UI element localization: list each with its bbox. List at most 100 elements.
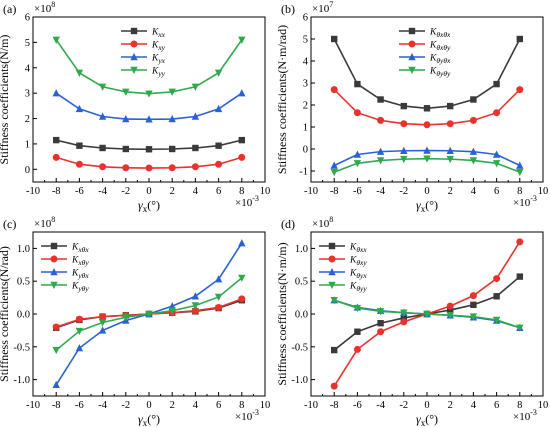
x-tick-label: -6: [353, 400, 362, 411]
data-point: [377, 319, 384, 327]
x-axis-label: γx(°): [138, 198, 160, 214]
legend-marker: [328, 255, 336, 263]
x-tick-label: 4: [471, 400, 477, 411]
series-3: [330, 155, 524, 177]
chart-panel-1: -10 -8 -6 -4 -2 0 2 4 6 8 10 0 1 2 3 4 5 6 (a) ×108 ×10-3 Sti…: [0, 0, 270, 214]
x-tick-label: -8: [330, 186, 339, 197]
y-tick-label: 1: [303, 123, 308, 134]
y-exponent-label: ×107: [312, 0, 333, 15]
x-tick-label: -6: [353, 186, 362, 197]
legend-label: Kθxθx: [429, 28, 451, 40]
x-tick-label: 10: [260, 186, 271, 197]
x-tick-label: -6: [75, 186, 84, 197]
data-point: [446, 146, 454, 154]
series-3: [330, 297, 524, 332]
data-point: [423, 155, 431, 163]
data-point: [331, 35, 338, 43]
data-point: [353, 109, 361, 117]
data-point: [400, 102, 407, 110]
legend-label: Kθyx: [349, 269, 367, 281]
data-point: [353, 304, 362, 313]
y-tick-label: 3: [25, 89, 30, 100]
y-tick-label: 0: [25, 165, 30, 176]
x-tick-label: -4: [98, 400, 107, 411]
series-0: [53, 136, 245, 153]
series-1: [52, 153, 246, 172]
x-tick-label: 8: [517, 186, 522, 197]
data-point: [238, 153, 246, 161]
legend-label: Kxy: [151, 41, 166, 53]
legend-label: Kθxθy: [429, 41, 451, 53]
data-point: [52, 36, 60, 44]
x-exponent-label: ×10-3: [513, 408, 537, 423]
legend-label: Kθyθy: [429, 67, 451, 79]
data-point: [145, 90, 153, 98]
data-point: [168, 307, 176, 315]
x-axis-label: γx(°): [416, 412, 438, 427]
data-point: [493, 109, 501, 117]
data-point: [98, 326, 107, 334]
data-point: [516, 273, 523, 280]
chart-panel-3: -10 -8 -6 -4 -2 0 2 4 6 8 10 -1.0 -0.5 0.0 0.5 1.0 (c) ×1…: [0, 215, 270, 427]
x-axis-label: γx(°): [138, 412, 160, 427]
x-tick-label: 2: [448, 186, 453, 197]
x-tick-label: 8: [517, 400, 522, 411]
x-tick-label: 2: [170, 186, 175, 197]
data-point: [469, 313, 478, 321]
data-point: [447, 102, 454, 110]
y-tick-label: 2: [303, 101, 308, 112]
x-tick-label: -8: [330, 400, 339, 411]
data-point: [145, 146, 153, 153]
x-tick-label: 2: [448, 400, 453, 411]
data-point: [353, 160, 362, 168]
data-point: [469, 157, 478, 165]
legend-marker: [130, 53, 138, 61]
data-point: [238, 274, 246, 282]
data-point: [191, 302, 200, 310]
data-point: [423, 105, 431, 112]
y-tick-label: 4: [303, 57, 309, 68]
x-tick-label: 0: [424, 186, 429, 197]
x-exponent-label: ×10-3: [235, 194, 259, 209]
legend-label: Kθyy: [349, 282, 367, 294]
data-point: [52, 323, 60, 331]
data-point: [331, 346, 338, 354]
x-tick-label: 10: [260, 400, 271, 411]
data-point: [353, 150, 362, 158]
panel-label: (b): [281, 2, 295, 16]
x-tick-label: -2: [399, 400, 408, 411]
data-point: [492, 150, 501, 158]
data-point: [169, 145, 176, 153]
x-tick-label: 10: [538, 186, 549, 197]
data-point: [192, 144, 199, 152]
data-point: [214, 69, 223, 77]
data-point: [238, 239, 246, 247]
data-point: [400, 314, 407, 322]
data-point: [376, 308, 385, 316]
data-point: [52, 380, 60, 389]
data-point: [52, 153, 60, 161]
x-tick-label: -4: [376, 400, 385, 411]
data-point: [493, 275, 501, 283]
legend-marker: [130, 27, 138, 35]
legend-label: Kxθy: [71, 256, 89, 268]
data-point: [469, 116, 477, 124]
x-tick-label: -4: [376, 186, 385, 197]
x-tick-label: 8: [239, 400, 244, 411]
data-point: [191, 163, 199, 171]
data-point: [75, 69, 84, 77]
y-tick-label: 4: [25, 63, 31, 74]
legend-marker: [50, 281, 58, 289]
data-point: [99, 163, 107, 171]
y-tick-label: 0.5: [17, 277, 30, 288]
data-point: [400, 309, 408, 317]
legend-marker: [50, 242, 58, 250]
data-point: [122, 314, 130, 322]
x-tick-label: 6: [494, 186, 499, 197]
data-point: [145, 115, 153, 123]
data-point: [470, 96, 477, 103]
